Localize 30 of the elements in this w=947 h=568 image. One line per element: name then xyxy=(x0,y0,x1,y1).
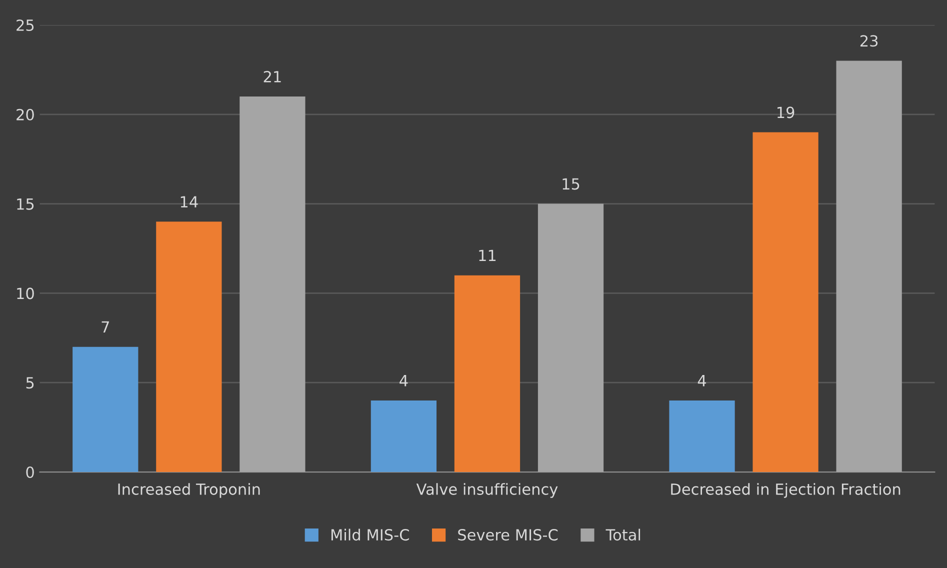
x-tick-label: Valve insufficiency xyxy=(416,483,558,498)
bar xyxy=(669,400,735,472)
data-label: 14 xyxy=(180,196,198,208)
data-label: 4 xyxy=(400,375,408,386)
bar xyxy=(240,96,306,472)
bar xyxy=(538,204,604,472)
y-tick-label: 5 xyxy=(26,377,34,389)
bar xyxy=(454,275,520,472)
y-tick-label: 20 xyxy=(16,108,34,120)
legend-label: Severe MIS-C xyxy=(458,529,558,541)
data-label: 15 xyxy=(562,178,580,190)
bar xyxy=(370,400,437,472)
legend-label: Total xyxy=(606,528,640,541)
x-tick-label: Decreased in Ejection Fraction xyxy=(671,483,900,498)
data-label: 21 xyxy=(264,70,281,82)
data-label: 23 xyxy=(860,35,878,47)
legend-label: Mild MIS-C xyxy=(331,528,409,541)
bar xyxy=(752,132,818,472)
data-label: 19 xyxy=(777,106,794,118)
y-tick-label: 25 xyxy=(16,19,34,32)
y-tick-label: 10 xyxy=(17,288,34,300)
y-tick-label: 0 xyxy=(26,466,34,478)
bar xyxy=(72,346,138,472)
y-tick-label: 15 xyxy=(17,198,34,210)
bar xyxy=(156,222,222,472)
bar xyxy=(836,60,902,472)
data-label: 11 xyxy=(479,250,496,262)
data-label: 4 xyxy=(698,375,706,386)
x-tick-label: Increased Troponin xyxy=(118,483,260,498)
data-label: 7 xyxy=(102,321,109,333)
